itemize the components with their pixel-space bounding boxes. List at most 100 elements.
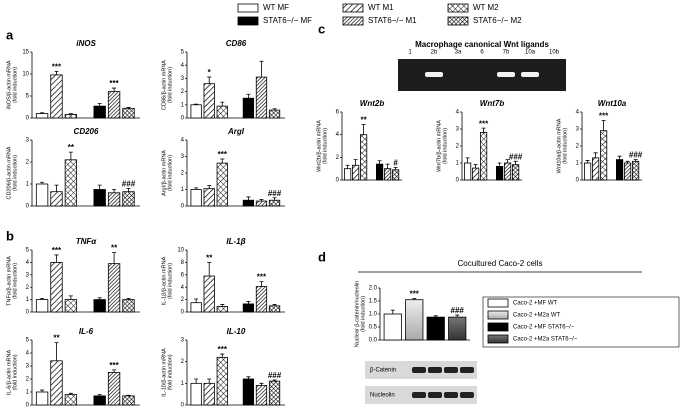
error-bar	[513, 160, 518, 165]
bar	[93, 299, 106, 313]
chart-title: Wnt10a	[598, 99, 627, 108]
bar	[242, 378, 255, 406]
y-tick-label: 2	[26, 160, 30, 166]
blot-band	[444, 392, 458, 398]
y-tick-label: 2	[26, 377, 30, 383]
error-bar	[194, 378, 199, 384]
error-bar	[97, 297, 102, 300]
blot-band	[428, 392, 442, 398]
error-bar	[617, 155, 622, 160]
error-bar	[194, 103, 199, 105]
legend-swatch	[487, 322, 509, 332]
y-axis-label: IL-6/β-actin mRNA	[6, 350, 12, 396]
significance-label: ***	[599, 112, 609, 121]
y-tick-label: 1.5	[369, 299, 378, 305]
significance-label: **	[68, 143, 75, 152]
y-axis-label: Wnt2b/β-actin mRNA	[316, 120, 322, 172]
significance-label: ###	[451, 306, 465, 315]
bar	[383, 168, 392, 181]
y-axis-label: TNFα/β-actin mRNA	[6, 256, 12, 306]
bar	[216, 162, 228, 207]
y-axis-label: (fold induction)	[167, 155, 173, 191]
bar	[255, 76, 268, 119]
panel-label: a	[6, 27, 14, 42]
gel-band	[521, 72, 539, 77]
y-tick-label: 0	[26, 310, 30, 316]
gel-band	[497, 72, 515, 77]
legend-swatch	[237, 16, 259, 26]
y-tick-label: 0.0	[369, 338, 378, 344]
y-tick-label: 4	[576, 110, 580, 116]
y-axis-label: Nuclear β-catenin/nucleolin	[354, 281, 360, 347]
significance-label: *	[208, 68, 212, 77]
bar	[122, 299, 135, 313]
blot-label: β-Catenin	[370, 368, 396, 374]
y-axis-label: (fold induction)	[442, 128, 448, 164]
error-bar	[126, 297, 131, 300]
error-bar	[412, 298, 417, 300]
error-bar	[505, 159, 510, 163]
y-tick-label: 1.0	[369, 312, 378, 318]
error-bar	[345, 164, 350, 169]
bar	[203, 188, 215, 207]
lane-label: 3a	[455, 50, 462, 56]
error-bar	[126, 394, 131, 396]
y-axis-label: (fold induction)	[167, 263, 173, 299]
error-bar	[112, 87, 117, 92]
bar	[50, 191, 63, 207]
y-tick-label: 0	[181, 204, 185, 210]
error-bar	[246, 93, 251, 99]
legend-label: STAT6−/− M1	[368, 16, 417, 25]
significance-label: ###	[268, 189, 282, 198]
bar	[359, 134, 368, 181]
error-bar	[473, 164, 478, 169]
y-tick-label: 5	[26, 94, 30, 100]
significance-label: ###	[629, 151, 643, 160]
error-bar	[259, 281, 264, 287]
error-bar	[272, 304, 277, 306]
y-tick-label: 4	[181, 285, 185, 291]
bar	[93, 105, 106, 119]
bar	[107, 263, 121, 313]
significance-label: **	[111, 244, 118, 253]
y-axis-label: IL-1β/β-actin mRNA	[161, 256, 167, 305]
y-tick-label: 2	[181, 89, 185, 95]
legend-swatch	[487, 310, 509, 320]
bar	[471, 167, 480, 181]
bar	[216, 306, 228, 313]
error-bar	[246, 301, 251, 304]
lane-label: 10b	[549, 50, 560, 56]
bar	[479, 131, 488, 181]
error-bar	[390, 309, 395, 314]
legend-label: Caco-2 +MF STAT6−/−	[513, 325, 575, 331]
blot-band	[412, 392, 426, 398]
blot-label: Nucleolin	[370, 393, 395, 399]
error-bar	[126, 188, 131, 192]
bar	[375, 163, 384, 181]
error-bar	[68, 295, 73, 300]
error-bar	[259, 382, 264, 386]
y-tick-label: 4	[26, 260, 30, 266]
error-bar	[272, 108, 277, 111]
error-bar	[194, 298, 199, 303]
y-tick-label: 5	[26, 338, 30, 344]
y-tick-label: 1	[576, 161, 580, 167]
bar	[463, 162, 472, 181]
significance-label: ***	[109, 361, 119, 370]
bar	[203, 83, 215, 119]
y-tick-label: 1	[181, 381, 185, 387]
bar	[50, 360, 63, 406]
y-tick-label: 1	[26, 390, 30, 396]
significance-label: ***	[410, 290, 420, 299]
y-tick-label: 3	[26, 364, 30, 370]
y-axis-label: IL-10/β-actin mRNA	[161, 348, 167, 397]
bar	[255, 200, 268, 207]
y-tick-label: 4	[456, 110, 460, 116]
error-bar	[481, 127, 486, 133]
error-bar	[272, 197, 277, 201]
error-bar	[353, 159, 358, 166]
error-bar	[97, 103, 102, 107]
y-axis-label: (fold induction)	[12, 155, 18, 191]
error-bar	[377, 160, 382, 165]
error-bar	[220, 101, 225, 107]
